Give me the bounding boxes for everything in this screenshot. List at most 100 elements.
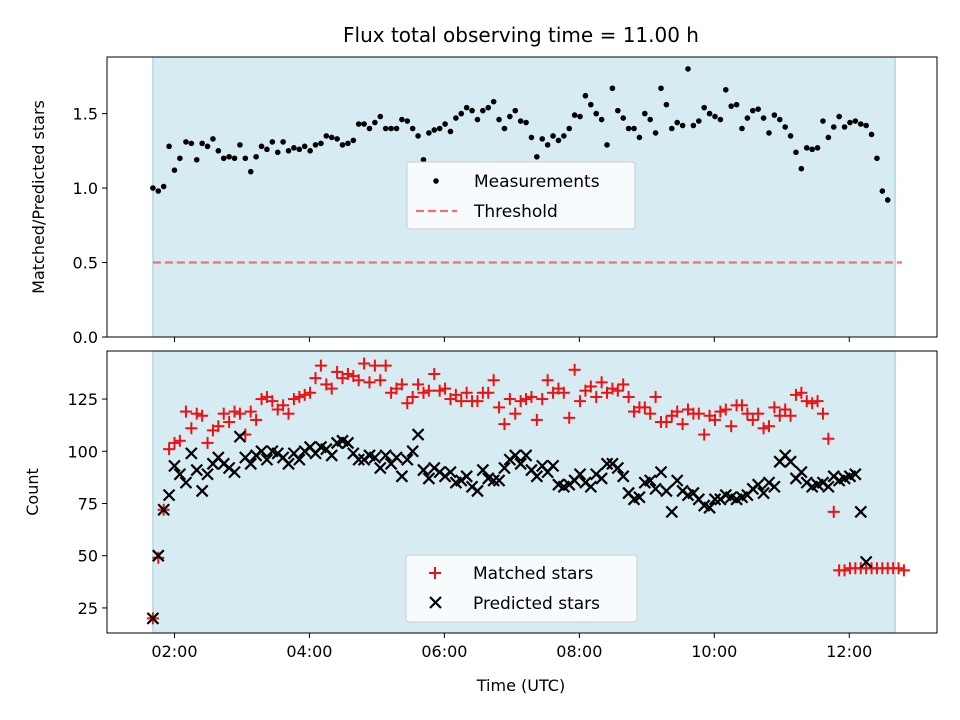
- matched-star-point: [217, 407, 230, 420]
- measurement-point: [474, 116, 481, 123]
- predicted-star-point: [822, 480, 835, 494]
- ratio-panel-frame: [106, 56, 938, 338]
- measurement-point: [242, 155, 249, 162]
- measurement-point: [296, 146, 303, 153]
- measurement-point: [701, 104, 707, 111]
- matched-star-point: [789, 388, 802, 401]
- matched-star-point: [352, 374, 365, 387]
- predicted-star-point: [157, 503, 170, 517]
- predicted-star-point: [859, 555, 873, 569]
- matched-star-point: [487, 374, 500, 387]
- matched-star-point: [784, 409, 797, 422]
- measurement-point: [355, 121, 362, 127]
- x-tick-label: 02:00: [151, 642, 197, 661]
- matched-star-point: [800, 395, 813, 408]
- predicted-star-point: [422, 472, 436, 485]
- measurement-point: [857, 121, 864, 127]
- x-tick-label: 04:00: [286, 642, 332, 661]
- measurement-point: [312, 142, 319, 148]
- measurement-point: [782, 124, 788, 130]
- matched-star-point: [622, 390, 635, 403]
- matched-star-point: [514, 395, 527, 408]
- predicted-star-point: [201, 467, 214, 481]
- legend-predicted-label: Predicted stars: [473, 594, 600, 614]
- measurement-point: [863, 122, 869, 129]
- measurement-point: [744, 115, 751, 121]
- measurement-point: [447, 128, 454, 135]
- measurement-point: [636, 134, 643, 141]
- matched-star-point: [795, 386, 808, 399]
- matched-star-point: [595, 376, 608, 389]
- measurement-point: [717, 116, 724, 123]
- matched-star-point: [822, 432, 835, 445]
- measurement-point: [220, 155, 227, 162]
- measurement-point: [177, 155, 183, 162]
- matched-star-point: [293, 390, 306, 403]
- y-tick-label: 75: [78, 494, 98, 513]
- measurement-point: [528, 134, 535, 141]
- predicted-star-point: [379, 449, 392, 462]
- measurement-point: [722, 86, 729, 93]
- measurement-point: [836, 113, 842, 120]
- measurement-point: [663, 101, 670, 108]
- predicted-star-point: [471, 484, 484, 498]
- measurement-point: [496, 116, 502, 123]
- counts-panel-marks: [146, 357, 910, 625]
- ratio-y-axis-label: Matched/Predicted stars: [29, 100, 48, 294]
- measurement-point: [264, 146, 270, 153]
- matched-star-point: [574, 395, 587, 408]
- measurement-point: [690, 122, 697, 129]
- matched-star-point: [671, 405, 684, 418]
- measurement-point: [571, 112, 578, 118]
- series-predicted-stars: [146, 428, 873, 625]
- predicted-star-point: [584, 480, 598, 494]
- measurement-point: [377, 113, 384, 120]
- predicted-star-point: [573, 467, 587, 481]
- predicted-star-point: [514, 457, 527, 471]
- measurement-point: [193, 156, 200, 163]
- y-tick-label: 25: [78, 599, 98, 618]
- measurement-point: [874, 155, 880, 162]
- measurement-point: [739, 125, 745, 132]
- y-tick-label: 1.0: [73, 179, 98, 198]
- measurement-point: [669, 125, 675, 132]
- counts-legend-box: [405, 554, 638, 623]
- y-tick-label: 0.5: [73, 254, 98, 273]
- measurement-point: [458, 110, 465, 117]
- counts-y-axis-label: Count: [23, 468, 42, 516]
- legend-measurements-marker: [433, 178, 439, 184]
- counts-panel-frame: [106, 350, 938, 634]
- measurement-point: [539, 136, 546, 142]
- predicted-star-point: [708, 493, 722, 506]
- predicted-star-point: [260, 453, 274, 466]
- predicted-star-point: [401, 453, 414, 466]
- matched-star-point: [173, 434, 186, 447]
- ratio-panel: 0.0 0.5 1.0 1.5 Matched/Predicted stars Mea…: [29, 56, 938, 347]
- matched-star-point: [530, 413, 543, 426]
- measurement-point: [453, 115, 459, 121]
- measurement-point: [199, 140, 205, 147]
- predicted-star-point: [146, 612, 160, 625]
- measurement-point: [436, 125, 443, 132]
- measurement-point: [566, 125, 573, 132]
- measurement-point: [760, 115, 767, 121]
- predicted-star-point: [654, 465, 668, 479]
- matched-star-point: [298, 388, 311, 401]
- measurement-point: [399, 116, 405, 123]
- measurement-point: [625, 125, 632, 132]
- predicted-star-point: [411, 428, 425, 441]
- predicted-star-point: [244, 457, 258, 471]
- matched-star-point: [752, 407, 765, 420]
- matched-star-point: [649, 390, 662, 403]
- measurement-point: [679, 122, 686, 129]
- measurement-point: [685, 66, 691, 72]
- measurement-point: [361, 121, 367, 127]
- predicted-star-point: [611, 461, 625, 475]
- measurement-point: [409, 125, 416, 132]
- y-tick-label: 100: [67, 442, 98, 461]
- measurement-point: [523, 119, 529, 126]
- predicted-star-point: [185, 447, 198, 460]
- predicted-star-point: [665, 505, 679, 519]
- matched-star-point: [417, 386, 430, 399]
- matched-star-point: [244, 405, 257, 418]
